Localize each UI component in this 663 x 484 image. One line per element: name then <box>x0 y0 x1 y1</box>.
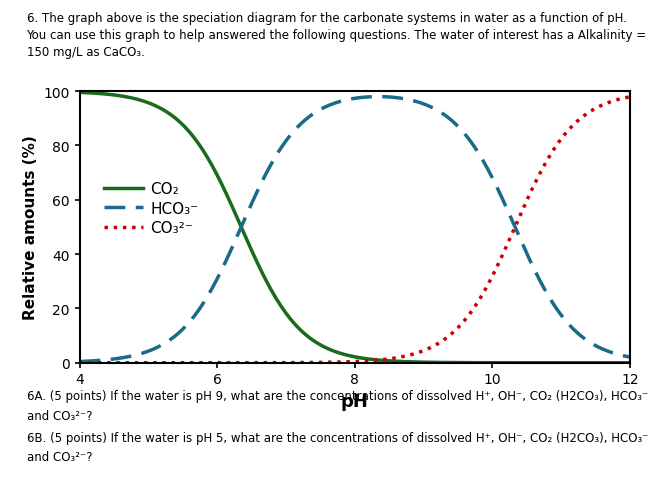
Text: 6B. (5 points) If the water is pH 5, what are the concentrations of dissolved H⁺: 6B. (5 points) If the water is pH 5, wha… <box>27 431 648 444</box>
Legend: CO₂, HCO₃⁻, CO₃²⁻: CO₂, HCO₃⁻, CO₃²⁻ <box>98 176 204 242</box>
Text: You can use this graph to help answered the following questions. The water of in: You can use this graph to help answered … <box>27 29 646 42</box>
Text: and CO₃²⁻?: and CO₃²⁻? <box>27 450 92 463</box>
Y-axis label: Relative amounts (%): Relative amounts (%) <box>23 136 38 319</box>
X-axis label: pH: pH <box>341 392 369 410</box>
Text: and CO₃²⁻?: and CO₃²⁻? <box>27 409 92 422</box>
Text: 150 mg/L as CaCO₃.: 150 mg/L as CaCO₃. <box>27 46 145 59</box>
Text: 6. The graph above is the speciation diagram for the carbonate systems in water : 6. The graph above is the speciation dia… <box>27 12 627 25</box>
Text: 6A. (5 points) If the water is pH 9, what are the concentrations of dissolved H⁺: 6A. (5 points) If the water is pH 9, wha… <box>27 390 648 403</box>
